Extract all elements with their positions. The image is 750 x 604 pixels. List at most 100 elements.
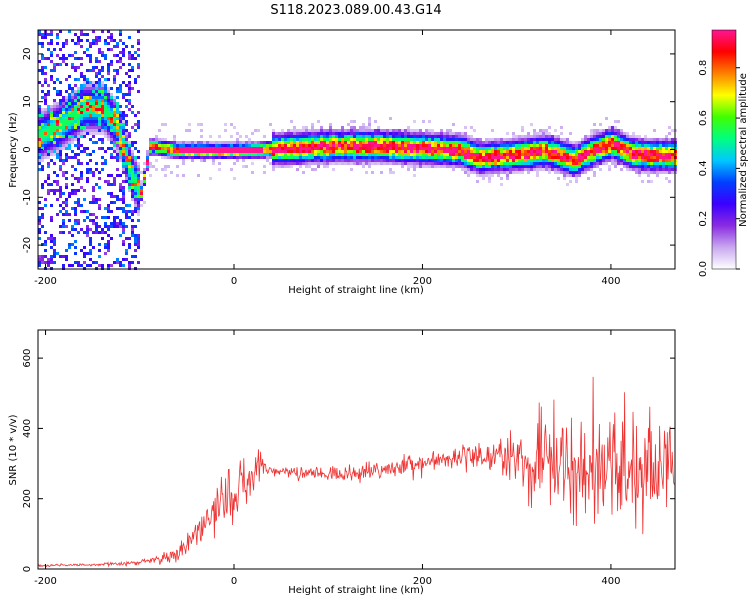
spectrogram-cell xyxy=(494,162,497,165)
spectrogram-cell xyxy=(350,144,353,147)
spectrogram-cell xyxy=(401,144,404,147)
spectrogram-cell xyxy=(464,132,467,135)
spectrogram-cell xyxy=(287,141,290,144)
spectrogram-cell xyxy=(629,150,632,153)
spectrogram-cell xyxy=(500,156,503,159)
spectrogram-cell xyxy=(419,153,422,156)
spectrogram-cell xyxy=(602,159,605,162)
spectrogram-cell xyxy=(620,141,623,144)
spectrogram-cell xyxy=(101,141,104,144)
spectrogram-cell xyxy=(38,120,41,123)
spectrogram-cell xyxy=(362,165,365,168)
spectrogram-cell xyxy=(644,156,647,159)
spectrogram-cell xyxy=(47,147,50,150)
spectrogram-cell xyxy=(311,138,314,141)
spectrogram-cell xyxy=(107,72,110,75)
spectrogram-cell xyxy=(380,156,383,159)
spectrogram-cell xyxy=(53,171,56,174)
spectrogram-cell xyxy=(113,108,116,111)
spectrogram-cell xyxy=(419,162,422,165)
spectrogram-cell xyxy=(47,183,50,186)
spectrogram-cell xyxy=(572,162,575,165)
spectrogram-cell xyxy=(104,135,107,138)
spectrogram-cell xyxy=(44,255,47,258)
spectrogram-cell xyxy=(113,99,116,102)
spectrogram-cell xyxy=(98,108,101,111)
spectrogram-cell xyxy=(143,162,146,165)
spectrogram-cell xyxy=(512,132,515,135)
spectrogram-cell xyxy=(659,153,662,156)
spectrogram-cell xyxy=(104,231,107,234)
spectrogram-cell xyxy=(257,141,260,144)
spectrogram-cell xyxy=(158,141,161,144)
spectrogram-cell xyxy=(41,129,44,132)
spectrogram-cell xyxy=(380,144,383,147)
spectrogram-cell xyxy=(500,183,503,186)
spectrogram-cell xyxy=(308,162,311,165)
spectrogram-cell xyxy=(47,138,50,141)
spectrogram-cell xyxy=(611,150,614,153)
spectrogram-cell xyxy=(341,141,344,144)
spectrogram-cell xyxy=(98,90,101,93)
spectrogram-cell xyxy=(92,141,95,144)
spectrogram-cell xyxy=(107,108,110,111)
spectrogram-cell xyxy=(131,261,134,264)
spectrogram-cell xyxy=(536,153,539,156)
spectrogram-cell xyxy=(548,126,551,129)
spectrogram-cell xyxy=(293,147,296,150)
spectrogram-cell xyxy=(71,207,74,210)
spectrogram-cell xyxy=(41,120,44,123)
spectrogram-cell xyxy=(275,132,278,135)
spectrogram-cell xyxy=(506,132,509,135)
spectrogram-cell xyxy=(428,162,431,165)
spectrogram-cell xyxy=(407,168,410,171)
spectrogram-cell xyxy=(617,156,620,159)
spectrogram-cell xyxy=(551,147,554,150)
spectrogram-cell xyxy=(299,144,302,147)
spectrogram-cell xyxy=(404,141,407,144)
spectrogram-cell xyxy=(578,147,581,150)
spectrogram-cell xyxy=(74,105,77,108)
spectrogram-cell xyxy=(446,162,449,165)
spectrogram-cell xyxy=(383,135,386,138)
spectrogram-cell xyxy=(563,153,566,156)
spectrogram-cell xyxy=(47,84,50,87)
spectrogram-cell xyxy=(578,165,581,168)
spectrogram-cell xyxy=(344,138,347,141)
spectrogram-cell xyxy=(236,159,239,162)
spectrogram-cell xyxy=(77,231,80,234)
spectrogram-cell xyxy=(122,120,125,123)
spectrogram-cell xyxy=(389,153,392,156)
spectrogram-cell xyxy=(53,147,56,150)
spectrogram-cell xyxy=(137,126,140,129)
spectrogram-cell xyxy=(38,117,41,120)
spectrogram-cell xyxy=(71,105,74,108)
spectrogram-cell xyxy=(176,156,179,159)
spectrogram-cell xyxy=(95,108,98,111)
spectrogram-cell xyxy=(245,135,248,138)
spectrogram-cell xyxy=(89,108,92,111)
spectrogram-cell xyxy=(521,129,524,132)
spectrogram-cell xyxy=(587,159,590,162)
spectrogram-cell xyxy=(521,153,524,156)
spectrogram-cell xyxy=(242,144,245,147)
spectrogram-cell xyxy=(536,132,539,135)
spectrogram-cell xyxy=(593,174,596,177)
spectrogram-cell xyxy=(434,135,437,138)
spectrogram-cell xyxy=(44,153,47,156)
spectrogram-cell xyxy=(566,159,569,162)
spectrogram-cell xyxy=(539,138,542,141)
spectrogram-cell xyxy=(53,66,56,69)
spectrogram-cell xyxy=(230,141,233,144)
spectrogram-cell xyxy=(89,213,92,216)
spectrogram-cell xyxy=(101,87,104,90)
spectrogram-cell xyxy=(41,45,44,48)
spectrogram-cell xyxy=(350,132,353,135)
spectrogram-cell xyxy=(632,135,635,138)
spectrogram-cell xyxy=(662,138,665,141)
spectrogram-cell xyxy=(38,138,41,141)
spectrogram-cell xyxy=(125,171,128,174)
spectrogram-cell xyxy=(449,159,452,162)
spectrogram-cell xyxy=(392,144,395,147)
